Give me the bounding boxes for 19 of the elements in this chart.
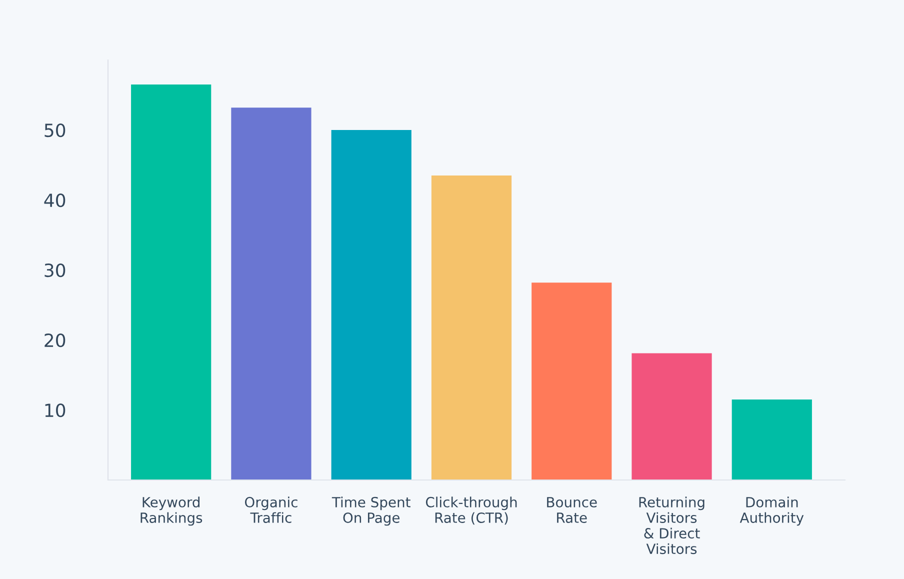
bar [632, 353, 712, 480]
y-tick-label: 10 [45, 403, 66, 418]
x-tick-label: Keyword Rankings [140, 496, 202, 526]
y-tick-label: 40 [44, 193, 66, 208]
bar [532, 282, 612, 480]
bar [431, 176, 512, 480]
y-tick-label: 30 [44, 263, 66, 278]
y-tick-label: 20 [44, 333, 66, 348]
x-tick-label: Organic Traffic [244, 496, 298, 523]
x-tick-label: Returning Visitors & Direct Visitors [639, 496, 704, 554]
x-tick-label: Click-through Rate (CTR) [426, 496, 517, 525]
x-tick-label: Time Spent On Page [332, 496, 410, 526]
bar [732, 400, 812, 480]
bar [331, 130, 412, 480]
bar [131, 84, 212, 480]
x-tick-label: Bounce Rate [547, 497, 597, 523]
x-tick-label: Domain Authority [740, 496, 804, 526]
bar [231, 108, 312, 480]
y-tick-label: 50 [44, 123, 66, 138]
